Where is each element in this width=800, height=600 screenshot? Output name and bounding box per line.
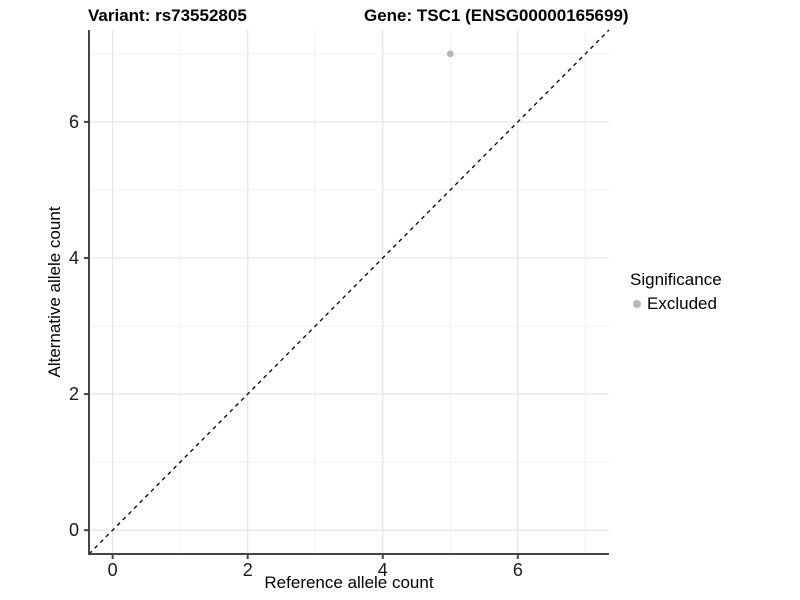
y-tick-label: 4 bbox=[69, 248, 79, 268]
y-tick-label: 6 bbox=[69, 112, 79, 132]
y-axis-title: Alternative allele count bbox=[45, 206, 64, 378]
legend-item-label: Excluded bbox=[647, 294, 717, 313]
x-tick-label: 0 bbox=[108, 560, 118, 580]
x-tick-label: 6 bbox=[513, 560, 523, 580]
legend-item-excluded: Excluded bbox=[633, 294, 722, 314]
data-point bbox=[446, 50, 454, 58]
y-tick-label: 0 bbox=[69, 520, 79, 540]
x-axis-title: Reference allele count bbox=[264, 573, 434, 592]
excluded-point-marker-icon bbox=[633, 300, 641, 308]
legend-title: Significance bbox=[630, 270, 722, 289]
legend: Significance Excluded bbox=[630, 270, 722, 314]
y-tick-label: 2 bbox=[69, 384, 79, 404]
x-tick-label: 2 bbox=[243, 560, 253, 580]
plot-title-gene: Gene: TSC1 (ENSG00000165699) bbox=[364, 6, 629, 25]
x-tick-label: 4 bbox=[378, 560, 388, 580]
plot-title-variant: Variant: rs73552805 bbox=[88, 6, 247, 25]
identity-dashed-line bbox=[88, 29, 610, 555]
